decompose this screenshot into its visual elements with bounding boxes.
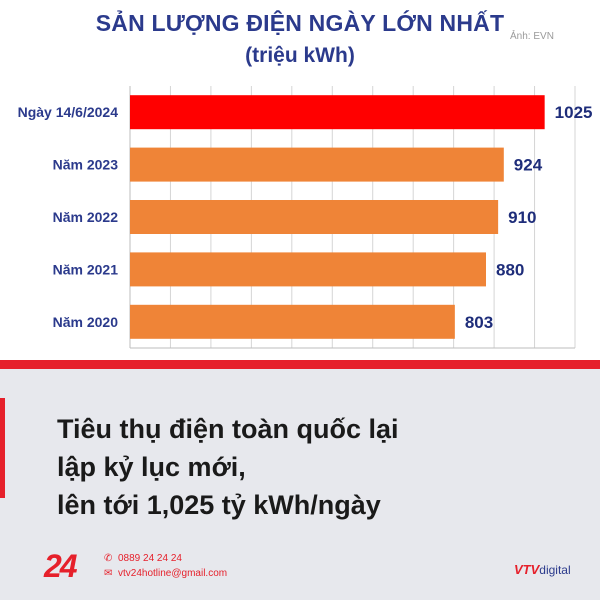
bar bbox=[130, 95, 545, 130]
category-label: Ngày 14/6/2024 bbox=[18, 104, 119, 120]
brand-name: VTV bbox=[514, 562, 540, 577]
email-address[interactable]: vtv24hotline@gmail.com bbox=[118, 568, 228, 579]
category-label: Năm 2022 bbox=[53, 209, 119, 225]
headline-line: lập kỷ lục mới, bbox=[57, 452, 246, 482]
vtv-digital-logo: VTVdigital bbox=[514, 562, 571, 577]
data-label: 1025 bbox=[555, 103, 593, 122]
footer: 24 ✆ 0889 24 24 24 ✉ vtv24hotline@gmail.… bbox=[0, 548, 600, 588]
phone-row: ✆ 0889 24 24 24 bbox=[104, 551, 227, 566]
divider bbox=[0, 360, 600, 369]
bar-chart: Ngày 14/6/2024 1025 Năm 2023 924 Năm 2022 910… bbox=[18, 86, 593, 349]
data-label: 880 bbox=[496, 260, 524, 279]
bar bbox=[130, 252, 486, 287]
category-label: Năm 2023 bbox=[53, 157, 119, 173]
brand-suffix: digital bbox=[539, 563, 571, 577]
caption-panel bbox=[0, 369, 600, 600]
chart-title: SẢN LƯỢNG ĐIỆN NGÀY LỚN NHẤT bbox=[95, 10, 505, 36]
vtv24-logo: 24 bbox=[44, 548, 78, 584]
headline-line: lên tới 1,025 tỷ kWh/ngày bbox=[57, 490, 381, 520]
bar bbox=[130, 200, 499, 234]
data-label: 910 bbox=[508, 208, 536, 227]
contact-info: ✆ 0889 24 24 24 ✉ vtv24hotline@gmail.com bbox=[104, 551, 227, 581]
headline-line: Tiêu thụ điện toàn quốc lại bbox=[57, 414, 399, 444]
bar bbox=[130, 304, 455, 339]
email-row: ✉ vtv24hotline@gmail.com bbox=[104, 566, 227, 581]
category-label: Năm 2021 bbox=[53, 261, 119, 277]
photo-credit: Ảnh: EVN bbox=[510, 31, 554, 42]
bar bbox=[130, 147, 504, 182]
caption-accent-bar bbox=[0, 398, 5, 498]
category-label: Năm 2020 bbox=[53, 314, 119, 330]
phone-icon: ✆ bbox=[104, 553, 113, 564]
data-label: 924 bbox=[514, 156, 543, 175]
phone-number[interactable]: 0889 24 24 24 bbox=[118, 553, 182, 564]
headline: Tiêu thụ điện toàn quốc lại lập kỷ lục m… bbox=[57, 410, 399, 524]
data-label: 803 bbox=[465, 313, 493, 332]
chart-subtitle: (triệu kWh) bbox=[245, 44, 355, 67]
mail-icon: ✉ bbox=[104, 568, 113, 579]
